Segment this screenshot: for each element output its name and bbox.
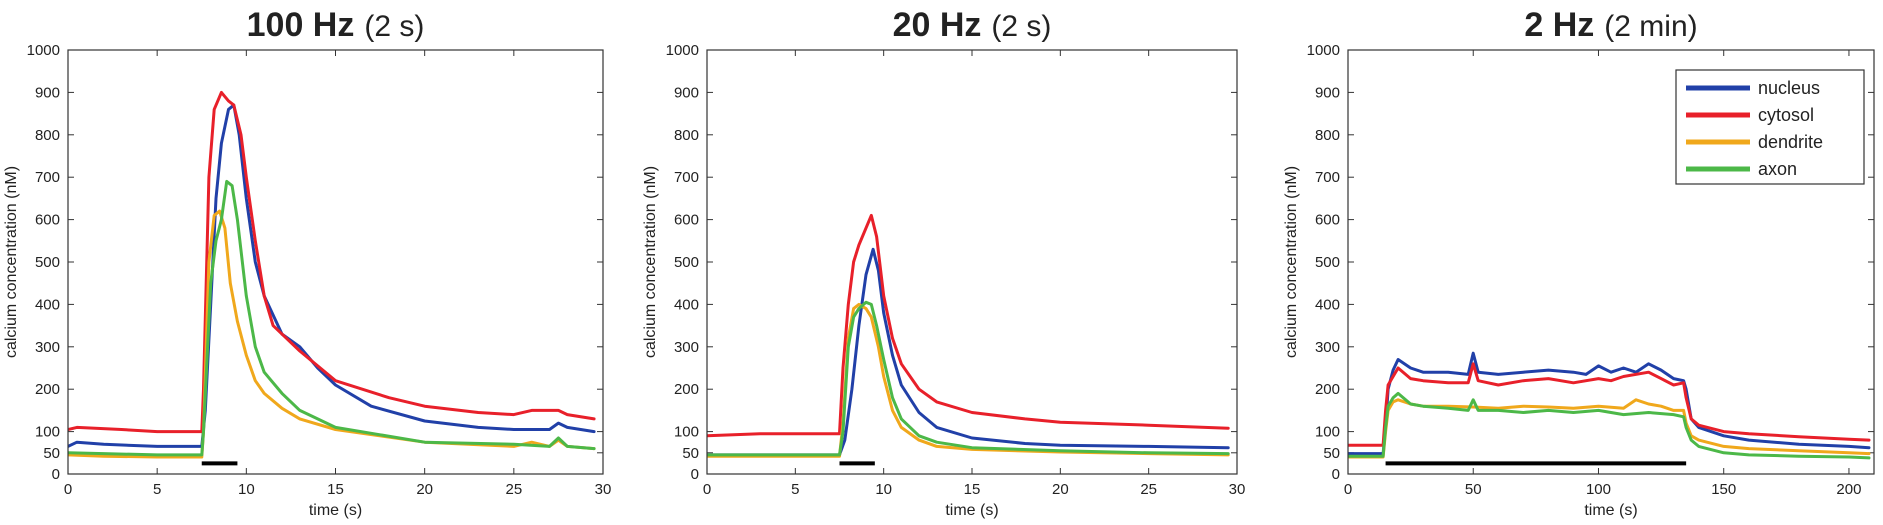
x-tick-label: 20 bbox=[1052, 481, 1069, 498]
x-tick-label: 0 bbox=[64, 481, 72, 498]
y-tick-label: 900 bbox=[35, 84, 60, 101]
y-tick-label: 600 bbox=[674, 212, 699, 229]
x-tick-label: 30 bbox=[595, 481, 612, 498]
y-axis-label: calcium concentration (nM) bbox=[1283, 166, 1300, 358]
y-tick-label: 800 bbox=[35, 127, 60, 144]
y-tick-label: 400 bbox=[1315, 296, 1340, 313]
x-tick-label: 25 bbox=[1140, 481, 1157, 498]
y-tick-label: 600 bbox=[1315, 212, 1340, 229]
legend-label-cytosol: cytosol bbox=[1758, 105, 1814, 125]
plot-frame bbox=[67, 49, 604, 475]
y-tick-label: 0 bbox=[1332, 466, 1340, 483]
y-tick-label: 300 bbox=[1315, 339, 1340, 356]
y-tick-label: 0 bbox=[52, 466, 60, 483]
series-line-cytosol bbox=[1348, 362, 1871, 447]
y-tick-label: 1000 bbox=[666, 42, 699, 59]
chart-panel-1: 100 Hz (2 s)05010020030040050060070080090… bbox=[3, 6, 611, 519]
legend-label-axon: axon bbox=[1758, 159, 1797, 179]
y-tick-label: 500 bbox=[674, 254, 699, 271]
y-tick-label: 900 bbox=[674, 84, 699, 101]
x-tick-label: 0 bbox=[1344, 481, 1352, 498]
y-tick-label: 1000 bbox=[27, 42, 60, 59]
plot-frame bbox=[706, 49, 1238, 475]
chart-title: 2 Hz (2 min) bbox=[1524, 6, 1697, 44]
series-group bbox=[707, 213, 1230, 458]
x-tick-label: 20 bbox=[416, 481, 433, 498]
chart-panel-3: 2 Hz (2 min)05010020030040050060070080090… bbox=[1283, 6, 1875, 519]
x-tick-label: 5 bbox=[153, 481, 161, 498]
legend-label-nucleus: nucleus bbox=[1758, 78, 1820, 98]
y-tick-label: 200 bbox=[35, 381, 60, 398]
y-tick-label: 1000 bbox=[1307, 42, 1340, 59]
chart-title: 20 Hz (2 s) bbox=[893, 6, 1052, 44]
x-axis-label: time (s) bbox=[945, 502, 998, 519]
plot-frame bbox=[1347, 49, 1875, 475]
y-tick-label: 500 bbox=[1315, 254, 1340, 271]
x-tick-label: 15 bbox=[327, 481, 344, 498]
y-tick-label: 100 bbox=[674, 424, 699, 441]
chart-title-bold: 20 Hz bbox=[893, 6, 982, 44]
y-tick-label: 800 bbox=[1315, 127, 1340, 144]
chart-title-rest: (2 s) bbox=[364, 10, 424, 43]
y-tick-label: 200 bbox=[1315, 381, 1340, 398]
y-tick-label: 100 bbox=[1315, 424, 1340, 441]
chart-title-rest: (2 min) bbox=[1604, 10, 1697, 43]
x-tick-label: 0 bbox=[703, 481, 711, 498]
y-tick-label: 50 bbox=[1323, 445, 1340, 462]
x-tick-label: 15 bbox=[964, 481, 981, 498]
chart-panel-2: 20 Hz (2 s)050100200300400500600700800900… bbox=[642, 6, 1245, 519]
x-tick-label: 50 bbox=[1465, 481, 1482, 498]
x-tick-label: 25 bbox=[505, 481, 522, 498]
x-axis-label: time (s) bbox=[1584, 502, 1637, 519]
series-line-axon bbox=[1348, 391, 1871, 460]
y-tick-label: 700 bbox=[35, 169, 60, 186]
chart-title-bold: 100 Hz bbox=[247, 6, 355, 44]
x-tick-label: 100 bbox=[1586, 481, 1611, 498]
y-tick-label: 50 bbox=[682, 445, 699, 462]
series-line-nucleus bbox=[707, 247, 1230, 457]
series-line-axon bbox=[68, 179, 596, 457]
x-tick-label: 5 bbox=[791, 481, 799, 498]
x-tick-label: 200 bbox=[1836, 481, 1861, 498]
y-axis-label: calcium concentration (nM) bbox=[3, 166, 20, 358]
y-tick-label: 500 bbox=[35, 254, 60, 271]
series-group bbox=[68, 90, 596, 459]
series-line-dendrite bbox=[68, 209, 596, 459]
y-tick-label: 50 bbox=[43, 445, 60, 462]
y-tick-label: 300 bbox=[35, 339, 60, 356]
y-tick-label: 200 bbox=[674, 381, 699, 398]
series-line-dendrite bbox=[1348, 398, 1871, 459]
y-tick-label: 700 bbox=[674, 169, 699, 186]
series-line-cytosol bbox=[707, 213, 1230, 438]
y-tick-label: 100 bbox=[35, 424, 60, 441]
y-tick-label: 300 bbox=[674, 339, 699, 356]
y-tick-label: 800 bbox=[674, 127, 699, 144]
legend: nucleus cytosol dendrite axon bbox=[1675, 69, 1865, 185]
x-tick-label: 10 bbox=[875, 481, 892, 498]
chart-title: 100 Hz (2 s) bbox=[247, 6, 425, 44]
series-line-cytosol bbox=[68, 90, 596, 434]
y-tick-label: 400 bbox=[35, 296, 60, 313]
legend-label-dendrite: dendrite bbox=[1758, 132, 1823, 152]
y-tick-label: 600 bbox=[35, 212, 60, 229]
y-tick-label: 0 bbox=[691, 466, 699, 483]
chart-title-bold: 2 Hz bbox=[1524, 6, 1594, 44]
series-line-axon bbox=[707, 300, 1230, 457]
y-tick-label: 400 bbox=[674, 296, 699, 313]
x-tick-label: 150 bbox=[1711, 481, 1736, 498]
x-axis-label: time (s) bbox=[309, 502, 362, 519]
y-axis-label: calcium concentration (nM) bbox=[642, 166, 659, 358]
y-tick-label: 900 bbox=[1315, 84, 1340, 101]
x-tick-label: 10 bbox=[238, 481, 255, 498]
x-tick-label: 30 bbox=[1229, 481, 1246, 498]
series-line-nucleus bbox=[1348, 351, 1871, 456]
series-group bbox=[1348, 351, 1871, 460]
series-line-nucleus bbox=[68, 103, 596, 448]
y-tick-label: 700 bbox=[1315, 169, 1340, 186]
chart-title-rest: (2 s) bbox=[991, 10, 1051, 43]
